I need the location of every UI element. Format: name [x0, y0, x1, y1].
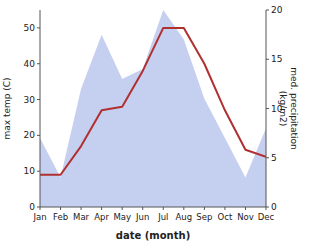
y-axis-line: [40, 10, 41, 207]
y2-axis-label: med. precipitation(kg/m2): [278, 67, 299, 149]
y2-tick: [266, 10, 269, 11]
y2-tick-label: 15: [271, 54, 282, 64]
x-tick: [183, 207, 184, 210]
x-tick-label: Nov: [237, 212, 254, 222]
x-tick-label: Mar: [73, 212, 90, 222]
x-tick: [101, 207, 102, 210]
x-tick: [204, 207, 205, 210]
x-axis-line: [40, 207, 266, 208]
x-tick-label: Feb: [53, 212, 68, 222]
y-tick: [37, 135, 40, 136]
x-axis-label: date (month): [116, 230, 190, 241]
x-tick-label: Sep: [196, 212, 212, 222]
y2-tick: [266, 157, 269, 158]
y2-tick: [266, 59, 269, 60]
x-tick: [163, 207, 164, 210]
y-tick-label: 40: [24, 59, 36, 69]
x-tick: [40, 207, 41, 210]
x-tick-label: Dec: [258, 212, 275, 222]
x-tick-label: Jun: [135, 212, 149, 222]
x-tick: [122, 207, 123, 210]
plot-area: [40, 10, 266, 207]
y-tick: [37, 27, 40, 28]
x-tick: [266, 207, 267, 210]
x-tick: [81, 207, 82, 210]
y-tick: [37, 63, 40, 64]
x-tick-label: Apr: [94, 212, 109, 222]
y-tick-label: 20: [24, 130, 36, 140]
y-tick-label: 50: [24, 23, 36, 33]
y-tick-label: 10: [24, 166, 36, 176]
y-tick-label: 30: [24, 95, 36, 105]
y2-tick: [266, 108, 269, 109]
x-tick-label: Oct: [218, 212, 233, 222]
y2-tick-label: 5: [271, 153, 277, 163]
x-tick-label: May: [113, 212, 131, 222]
temp-line: [40, 28, 266, 175]
y-tick: [37, 171, 40, 172]
y2-tick-label: 0: [271, 202, 277, 212]
chart: 0102030405005101520JanFebMarAprMayJunJul…: [0, 0, 318, 247]
x-tick-label: Jul: [157, 212, 168, 222]
y-tick: [37, 99, 40, 100]
precip-area: [40, 10, 266, 207]
x-tick-label: Aug: [176, 212, 193, 222]
y-axis-label: max temp (C): [2, 77, 12, 139]
x-tick: [245, 207, 246, 210]
x-tick: [60, 207, 61, 210]
y-tick-label: 0: [29, 202, 35, 212]
y2-tick-label: 20: [271, 5, 283, 15]
x-tick: [224, 207, 225, 210]
x-tick-label: Jan: [32, 212, 46, 222]
x-tick: [142, 207, 143, 210]
